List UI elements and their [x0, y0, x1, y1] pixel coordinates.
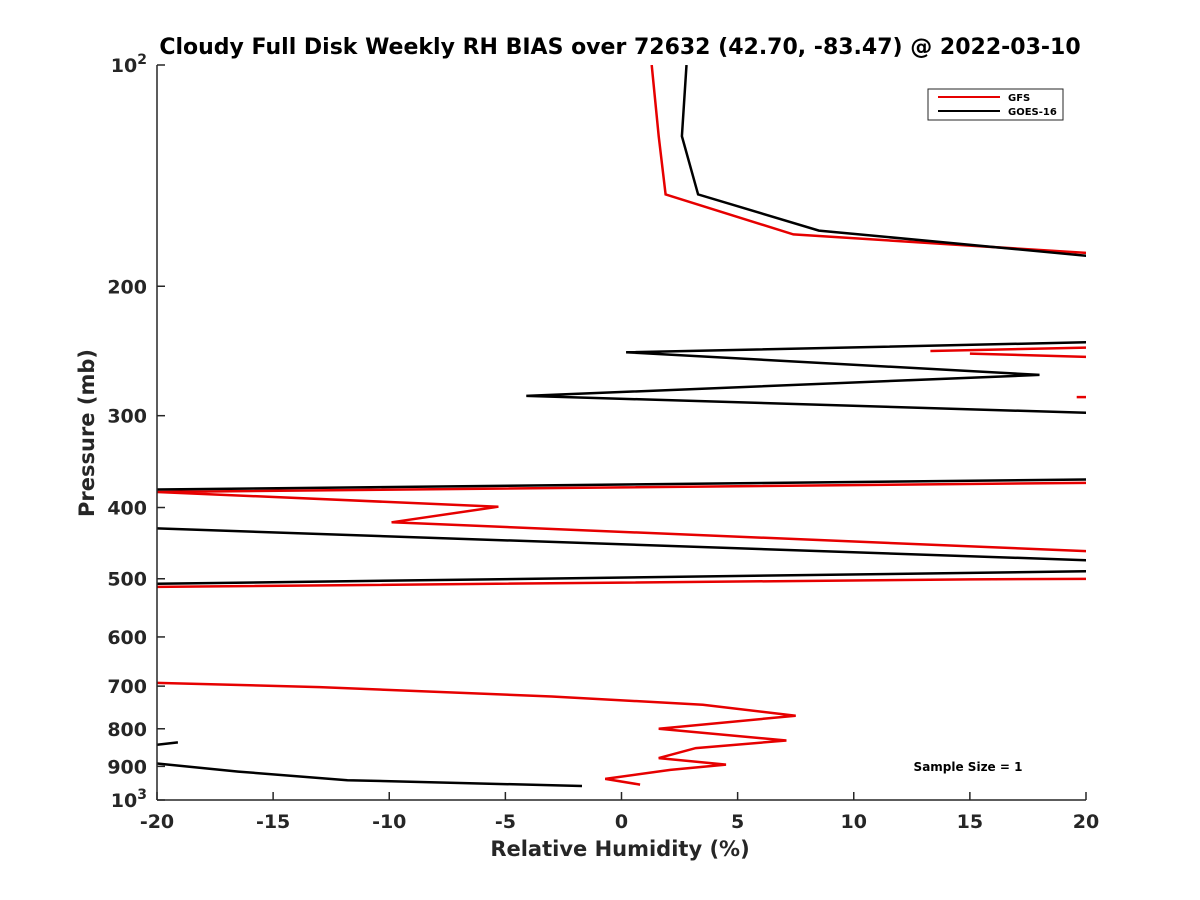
legend-label-goes16: GOES-16: [1008, 107, 1057, 118]
y-tick-label: 102: [111, 52, 147, 77]
series-line-gfs-3: [157, 481, 1086, 553]
series-line-gfs-4: [157, 577, 1086, 589]
y-tick-label: 600: [107, 627, 147, 649]
y-tick-label: 700: [107, 676, 147, 698]
x-axis-title: Relative Humidity (%): [490, 837, 749, 861]
y-tick-label: 900: [107, 756, 147, 778]
series-line-gfs-5: [157, 681, 796, 786]
series-line-gfs-1: [930, 346, 1086, 359]
y-axis-title: Pressure (mb): [75, 349, 99, 517]
legend-box: [927, 88, 1064, 121]
series-line-goes16-6: [157, 762, 583, 788]
series-line-goes16-2: [157, 478, 1086, 491]
x-tick-label: 0: [615, 811, 628, 833]
legend-label-gfs: GFS: [1008, 93, 1030, 104]
series-line-goes16-3: [157, 527, 1086, 562]
y-tick-label: 400: [107, 498, 147, 520]
axes: [156, 65, 1086, 801]
x-ticks: -20 -15 -10 -5 0 5 10 15 20: [140, 792, 1099, 833]
x-tick-label: 15: [957, 811, 983, 833]
series-layer: [157, 65, 1086, 788]
legend: GFS GOES-16: [927, 88, 1064, 121]
sample-size-annotation: Sample Size = 1: [914, 760, 1023, 774]
y-tick-label: 300: [107, 406, 147, 428]
x-tick-label: -10: [372, 811, 406, 833]
series-line-goes16-1: [526, 341, 1086, 415]
x-tick-label: 10: [841, 811, 867, 833]
y-tick-label: 800: [107, 719, 147, 741]
y-ticks: 102 200 300 400 500 600 700 800 900 103: [107, 52, 165, 812]
x-tick-label: 20: [1073, 811, 1099, 833]
y-tick-label: 200: [107, 276, 147, 298]
series-line-gfs-0: [650, 65, 1086, 255]
series-line-goes16-5: [157, 741, 179, 746]
x-tick-label: 5: [731, 811, 744, 833]
series-line-goes16-0: [680, 65, 1086, 257]
x-tick-label: -5: [495, 811, 516, 833]
x-tick-label: -15: [256, 811, 290, 833]
y-tick-label: 500: [107, 569, 147, 591]
chart-title: Cloudy Full Disk Weekly RH BIAS over 726…: [159, 35, 1080, 60]
series-line-goes16-4: [157, 570, 1086, 586]
y-tick-label: 103: [111, 787, 147, 812]
x-tick-label: -20: [140, 811, 174, 833]
